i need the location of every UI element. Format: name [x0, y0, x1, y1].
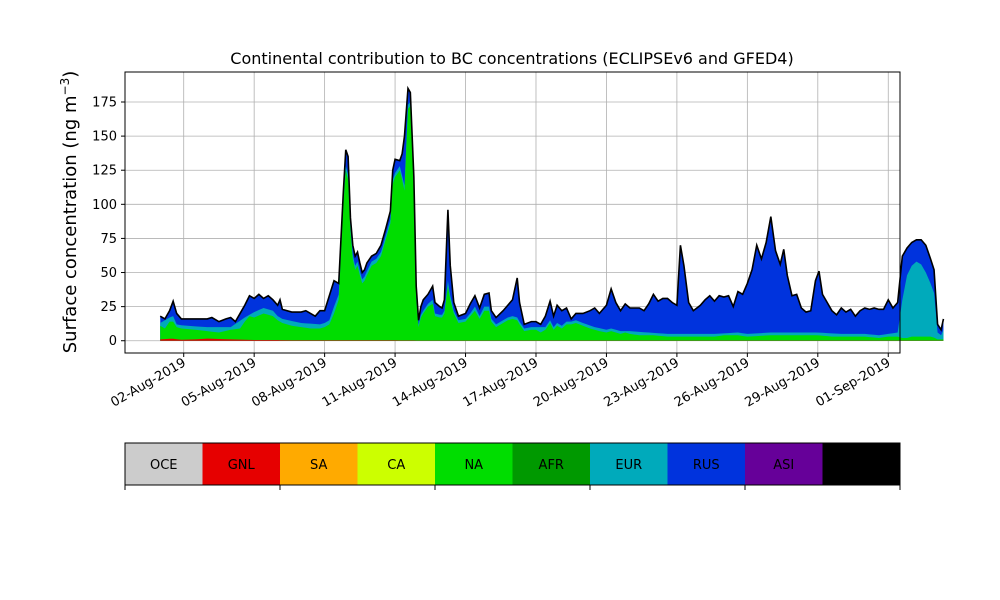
area-gnl — [160, 338, 944, 341]
x-tick-label: 11-Aug-2019 — [320, 355, 400, 410]
x-tick-label: 23-Aug-2019 — [602, 355, 682, 410]
legend-label-asi: ASI — [773, 458, 794, 473]
legend-swatch-asi — [745, 443, 823, 485]
legend-swatch-gnl — [202, 443, 280, 485]
chart-title: Continental contribution to BC concentra… — [230, 49, 793, 68]
color-legend: OCE GNL SA CA NA AFR EUR RUS ASI AUS — [124, 442, 901, 490]
legend-label-gnl: GNL — [228, 458, 256, 473]
plot-area: 0 25 50 75 100 125 150 175 02-Aug-201905-Aug-201… — [92, 71, 945, 411]
x-tick-label: 26-Aug-2019 — [672, 355, 752, 410]
legend-swatch-afr — [512, 443, 590, 485]
legend-swatch-eur — [590, 443, 668, 485]
x-tick-label: 14-Aug-2019 — [390, 355, 470, 410]
x-tick-label: 17-Aug-2019 — [461, 355, 541, 410]
legend-swatch-na — [435, 443, 513, 485]
y-tick-label: 25 — [100, 300, 117, 315]
y-tick-label: 175 — [92, 96, 117, 111]
y-axis-label: Surface concentration (ng m−3) — [58, 71, 81, 354]
legend-swatch-aus — [822, 443, 900, 485]
y-tick-label: 125 — [92, 164, 117, 179]
y-tick-label: 50 — [100, 266, 117, 281]
x-tick-label: 08-Aug-2019 — [249, 355, 329, 410]
total-line — [159, 85, 945, 332]
x-tick-label: 29-Aug-2019 — [742, 355, 822, 410]
area-na — [160, 106, 944, 341]
x-tick-label: 02-Aug-2019 — [108, 355, 188, 410]
axes-frame — [124, 71, 901, 354]
x-tick-label: 20-Aug-2019 — [531, 355, 611, 410]
legend-label-oce: OCE — [150, 458, 178, 473]
legend-label-afr: AFR — [539, 458, 564, 473]
legend-label-sa: SA — [310, 458, 327, 473]
area-rus — [160, 88, 944, 341]
y-tick-label: 150 — [92, 130, 117, 145]
x-tick-label: 05-Aug-2019 — [179, 355, 259, 410]
legend-label-rus: RUS — [693, 458, 720, 473]
y-tick-label: 0 — [109, 334, 117, 349]
legend-label-aus: AUS — [848, 458, 875, 473]
legend-swatch-oce — [125, 443, 203, 485]
legend-swatch-sa — [280, 443, 358, 485]
legend-swatch-rus — [667, 443, 745, 485]
y-tick-label: 75 — [100, 232, 117, 247]
legend-label-na: NA — [464, 458, 483, 473]
legend-frame — [124, 442, 901, 486]
legend-label-eur: EUR — [615, 458, 642, 473]
y-tick-label: 100 — [92, 198, 117, 213]
legend-label-ca: CA — [387, 458, 405, 473]
legend-swatch-ca — [357, 443, 435, 485]
x-tick-label: 01-Sep-2019 — [813, 355, 893, 410]
